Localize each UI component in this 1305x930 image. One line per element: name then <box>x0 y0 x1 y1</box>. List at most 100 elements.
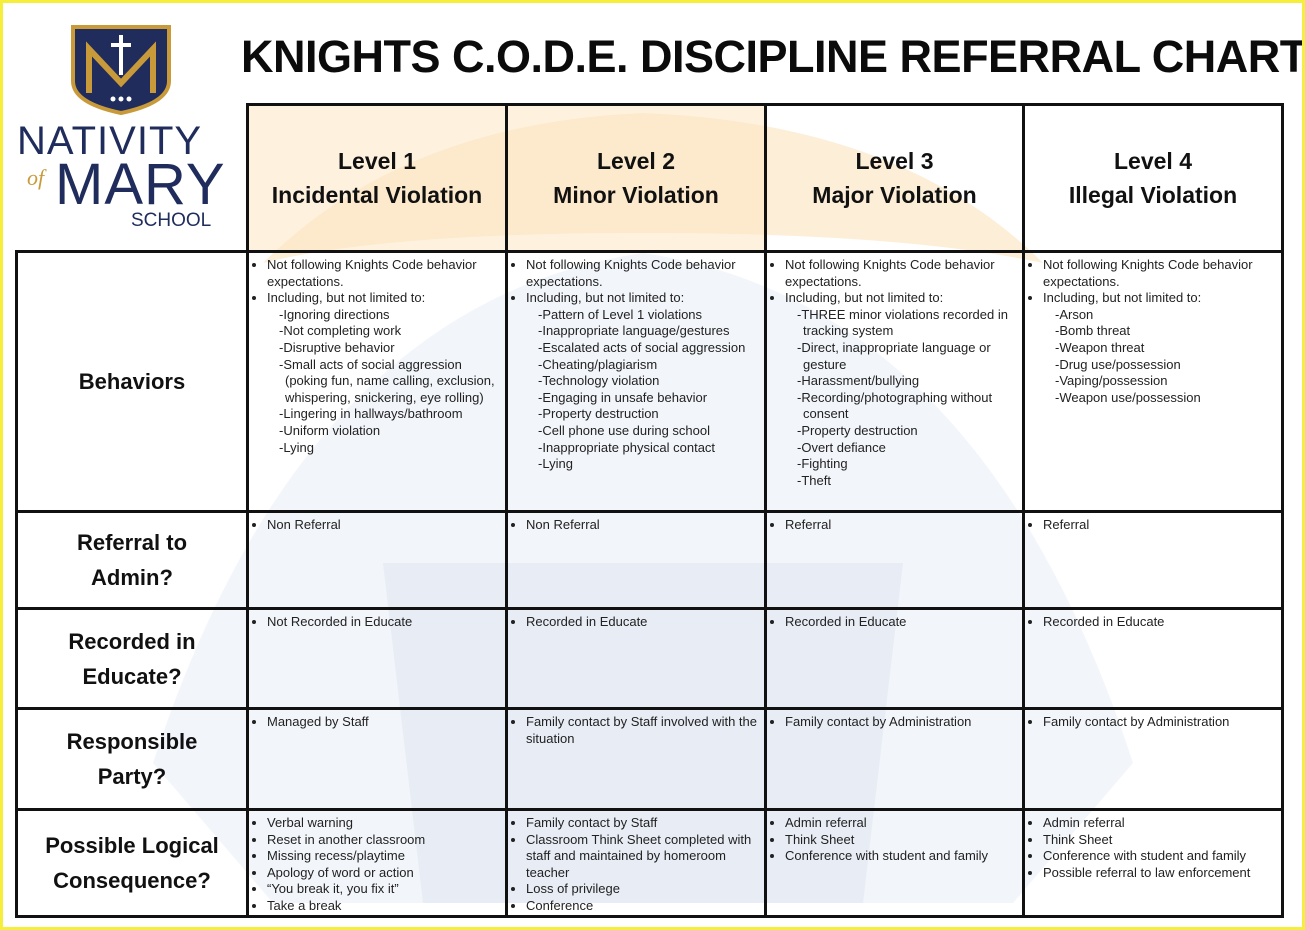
table-cell: Recorded in Educate <box>1022 607 1284 710</box>
bullet-list: Referral <box>775 517 1016 534</box>
item-text: Family contact by Administration <box>1043 714 1230 729</box>
row-label-line: Party? <box>97 764 167 789</box>
bullet-list: Family contact by Administration <box>1033 714 1275 731</box>
bullet-list: Family contact by StaffClassroom Think S… <box>516 815 758 915</box>
table-cell: Not following Knights Code behavior expe… <box>505 250 767 513</box>
logo-text: NATIVITY <box>17 119 203 163</box>
bullet-list: Not following Knights Code behavior expe… <box>775 257 1016 489</box>
row-header: Possible Logical Consequence? <box>15 808 249 918</box>
table-cell: Not following Knights Code behavior expe… <box>246 250 508 513</box>
bullet-list: Verbal warningReset in another classroom… <box>257 815 499 915</box>
table-cell: Non Referral <box>246 510 508 610</box>
logo-text: SCHOOL <box>131 210 212 231</box>
table-cell: Managed by Staff <box>246 707 508 811</box>
bullet-item: Conference <box>526 898 758 915</box>
row-header: Responsible Party? <box>15 707 249 811</box>
sub-item: -Inappropriate physical contact <box>538 439 716 455</box>
table-cell: Non Referral <box>505 510 767 610</box>
sub-item: -Escalated acts of social aggression <box>538 339 746 355</box>
sub-item: -Recording/photographing without consent <box>797 389 993 422</box>
sub-item: -Fighting <box>797 456 848 472</box>
item-text: Reset in another classroom <box>267 831 426 847</box>
bullet-item: Think Sheet <box>785 832 1016 849</box>
item-text: Recorded in Educate <box>526 614 648 629</box>
item-text: Not following Knights Code behavior expe… <box>526 257 736 289</box>
item-text: Admin referral <box>1043 815 1125 830</box>
table-cell: Family contact by Administration <box>1022 707 1284 811</box>
sub-item: -Lingering in hallways/bathroom <box>279 406 463 422</box>
sub-item: -Technology violation <box>538 373 660 389</box>
sub-item: -Direct, inappropriate language or gestu… <box>797 339 991 372</box>
logo-text: MARY <box>55 152 226 217</box>
table-cell: Recorded in Educate <box>505 607 767 710</box>
row-label-line: Referral to <box>76 530 188 555</box>
item-text: Including, but not limited to: <box>1043 290 1202 306</box>
item-text: Admin referral <box>785 815 867 830</box>
bullet-list: Family contact by Staff involved with th… <box>516 714 758 747</box>
sub-item: -Arson <box>1055 306 1094 322</box>
sub-item: -Lying <box>279 439 314 455</box>
bullet-item: Possible referral to law enforcement <box>1043 865 1275 882</box>
item-text: Family contact by Administration <box>785 714 972 729</box>
bullet-item: Not following Knights Code behavior expe… <box>526 257 758 290</box>
school-crest <box>71 25 171 115</box>
bullet-item: Referral <box>785 517 1016 534</box>
row-label-line: Responsible <box>66 729 198 754</box>
row-label-line: Admin? <box>91 565 173 590</box>
bullet-item: Recorded in Educate <box>1043 614 1275 631</box>
bullet-item: Family contact by Administration <box>1043 714 1275 731</box>
sub-item: -Overt defiance <box>797 439 886 455</box>
bullet-item: Recorded in Educate <box>526 614 758 631</box>
row-header: Referral to Admin? <box>15 510 249 610</box>
row-label-line: Behaviors <box>78 369 186 394</box>
table-cell: Family contact by StaffClassroom Think S… <box>505 808 767 918</box>
item-text: Possible referral to law enforcement <box>1043 864 1251 880</box>
item-text: Including, but not limited to: <box>526 290 685 306</box>
bullet-list: Non Referral <box>516 517 758 534</box>
item-text: Recorded in Educate <box>1043 614 1165 629</box>
bullet-item: Including, but not limited to:-THREE min… <box>785 290 1016 489</box>
bullet-item: Non Referral <box>267 517 499 534</box>
bullet-item: Family contact by Staff involved with th… <box>526 714 758 747</box>
item-text: Not following Knights Code behavior expe… <box>785 257 995 289</box>
item-text: Missing recess/playtime <box>267 848 405 864</box>
bullet-list: Recorded in Educate <box>775 614 1016 631</box>
bullet-list: Not Recorded in Educate <box>257 614 499 631</box>
bullet-list: Recorded in Educate <box>516 614 758 631</box>
bullet-item: Family contact by Staff <box>526 815 758 832</box>
table-cell: Not following Knights Code behavior expe… <box>764 250 1025 513</box>
bullet-item: Non Referral <box>526 517 758 534</box>
sub-item: -Property destruction <box>797 422 918 438</box>
row-header: Recorded in Educate? <box>15 607 249 710</box>
bullet-item: Conference with student and family <box>785 848 1016 865</box>
item-text: Think Sheet <box>1043 831 1113 847</box>
item-text: Take a break <box>267 897 342 913</box>
bullet-item: Verbal warning <box>267 815 499 832</box>
row-label-line: Recorded in <box>68 628 196 654</box>
item-text: Family contact by Staff <box>526 815 658 830</box>
bullet-item: Not following Knights Code behavior expe… <box>785 257 1016 290</box>
sub-item: -Harassment/bullying <box>797 373 920 389</box>
bullet-list: Not following Knights Code behavior expe… <box>1033 257 1275 406</box>
table-cell: Admin referral Think SheetConference with… <box>764 808 1025 918</box>
sub-item: -Lying <box>538 456 573 472</box>
bullet-item: Referral <box>1043 517 1275 534</box>
sub-item: -Uniform violation <box>279 422 381 438</box>
sub-item: -Small acts of social aggression (poking… <box>279 356 495 405</box>
bullet-item: Admin referral <box>1043 815 1275 832</box>
item-text: Conference with student and family <box>1043 848 1247 864</box>
table-cell: Not following Knights Code behavior expe… <box>1022 250 1284 513</box>
sub-item: -Ignoring directions <box>279 306 390 322</box>
table-cell: Admin referralThink SheetConference with… <box>1022 808 1284 918</box>
item-text: Verbal warning <box>267 815 353 830</box>
level-name: Minor Violation <box>553 182 719 208</box>
table-cell: Referral <box>1022 510 1284 610</box>
bullet-item: Not following Knights Code behavior expe… <box>267 257 499 290</box>
level-label: Level 2 <box>597 148 675 174</box>
level-name: Major Violation <box>812 182 977 208</box>
bullet-item: Managed by Staff <box>267 714 499 731</box>
item-text: Apology of word or action <box>267 864 414 880</box>
item-text: Family contact by Staff involved with th… <box>526 714 757 746</box>
